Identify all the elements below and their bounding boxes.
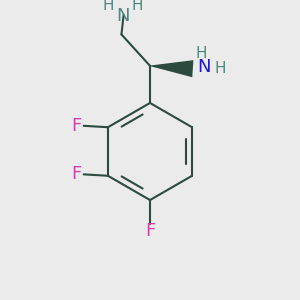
Text: H: H xyxy=(131,0,143,14)
Text: F: F xyxy=(71,165,82,183)
Text: F: F xyxy=(71,117,82,135)
Text: N: N xyxy=(116,7,130,25)
Text: F: F xyxy=(145,223,155,241)
Text: H: H xyxy=(196,46,207,61)
Polygon shape xyxy=(150,60,194,77)
Text: H: H xyxy=(103,0,114,14)
Text: N: N xyxy=(197,58,211,76)
Text: H: H xyxy=(214,61,226,76)
